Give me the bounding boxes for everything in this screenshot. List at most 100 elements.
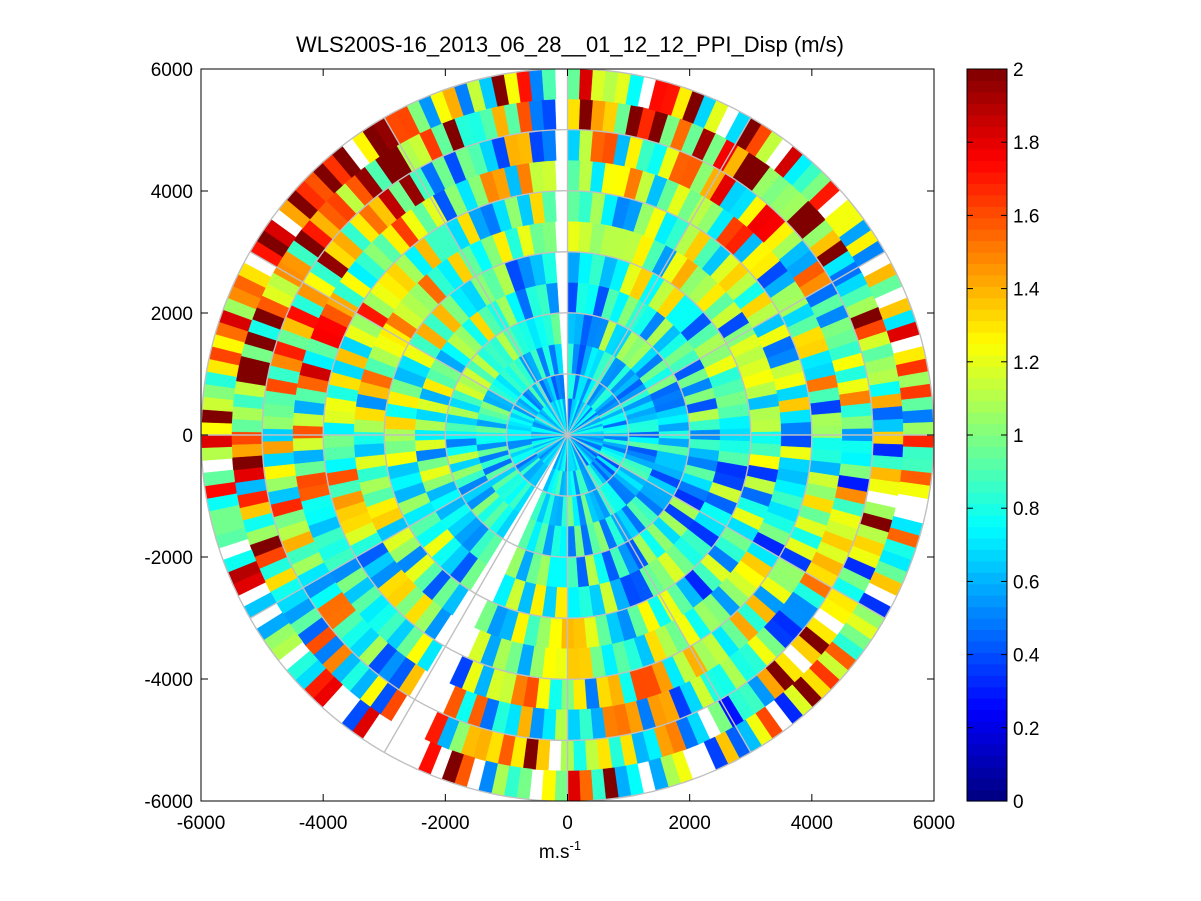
- colorbar-segment: [967, 240, 1007, 253]
- colorbar-segment: [967, 435, 1007, 448]
- colorbar-segment: [967, 686, 1007, 699]
- colorbar-segment: [967, 183, 1007, 196]
- colorbar-tick-label: 0.8: [1013, 499, 1039, 520]
- colorbar-segment: [967, 766, 1007, 779]
- ppi-cell: [567, 129, 581, 161]
- ppi-cell: [872, 431, 904, 446]
- ppi-cell: [554, 770, 568, 801]
- colorbar-segment: [967, 618, 1007, 631]
- colorbar-tick-label: 0.4: [1013, 646, 1040, 667]
- ppi-cell: [749, 418, 782, 433]
- colorbar-segment: [967, 778, 1007, 791]
- spoke-line: [249, 434, 568, 619]
- colorbar-segment: [967, 126, 1007, 139]
- ppi-cell: [541, 129, 557, 162]
- colorbar-tick-label: 0: [1013, 792, 1024, 813]
- colorbar-segment: [967, 652, 1007, 665]
- colorbar-segment: [967, 217, 1007, 230]
- colorbar-tick-label: 1.8: [1013, 133, 1039, 154]
- ppi-cell: [841, 415, 874, 430]
- colorbar-segment: [967, 526, 1007, 539]
- colorbar: 0 0.2 0.4 0.6 0.8 1 1.2 1.4 1.6 1.8 2: [966, 60, 1040, 813]
- x-axis: -6000 -4000 -2000 0 2000 4000 6000: [177, 69, 955, 834]
- colorbar-segment: [967, 320, 1007, 333]
- colorbar-segment: [967, 446, 1007, 459]
- ppi-cell: [572, 739, 587, 772]
- colorbar-segment: [967, 332, 1007, 345]
- ppi-cell: [201, 421, 233, 436]
- colorbar-segment: [967, 194, 1007, 207]
- x-axis-label: m.s-1: [539, 838, 581, 863]
- colorbar-segment: [967, 423, 1007, 436]
- colorbar-tick-label: 1.6: [1013, 206, 1039, 227]
- ppi-cell: [903, 421, 934, 436]
- colorbar-segment: [967, 629, 1007, 642]
- x-tick-label: -6000: [177, 813, 226, 834]
- ppi-cell: [902, 434, 934, 449]
- y-tick-label: -4000: [144, 670, 193, 691]
- ppi-cell: [810, 412, 843, 427]
- colorbar-segment: [967, 91, 1007, 104]
- ppi-cell: [841, 440, 874, 455]
- colorbar-tick-label: 1: [1013, 426, 1024, 447]
- colorbar-segment: [967, 503, 1007, 516]
- colorbar-segment: [967, 400, 1007, 413]
- ppi-cell: [750, 431, 782, 446]
- colorbar-segment: [967, 354, 1007, 367]
- y-tick-label: -2000: [144, 548, 193, 569]
- x-tick-label: 6000: [913, 813, 955, 834]
- x-tick-label: 2000: [669, 813, 711, 834]
- x-tick-label: 0: [562, 813, 573, 834]
- colorbar-segment: [967, 469, 1007, 482]
- colorbar-segment: [967, 743, 1007, 756]
- x-tick-label: -2000: [421, 813, 470, 834]
- colorbar-segment: [967, 492, 1007, 505]
- colorbar-segment: [967, 675, 1007, 688]
- ppi-cells: [201, 69, 934, 801]
- ppi-cell: [567, 159, 581, 192]
- y-tick-label: 6000: [151, 60, 193, 81]
- ppi-cell: [811, 425, 843, 439]
- colorbar-segment: [967, 480, 1007, 493]
- colorbar-segment: [967, 389, 1007, 402]
- ppi-cell: [871, 406, 904, 421]
- ppi-cell: [567, 69, 581, 100]
- colorbar-segment: [967, 572, 1007, 585]
- ppi-cell: [567, 770, 581, 801]
- ppi-cell: [572, 678, 587, 711]
- colorbar-segment: [967, 149, 1007, 162]
- x-tick-label: 4000: [791, 813, 833, 834]
- colorbar-segment: [967, 537, 1007, 550]
- colorbar-segment: [967, 789, 1007, 802]
- spoke-line: [566, 434, 752, 753]
- colorbar-segment: [967, 206, 1007, 219]
- colorbar-tick-label: 0.2: [1013, 719, 1039, 740]
- spoke-line: [566, 117, 752, 436]
- colorbar-segment: [967, 720, 1007, 733]
- ppi-cell: [541, 769, 557, 801]
- colorbar-tick-label: 1.4: [1013, 280, 1040, 301]
- ppi-cell: [566, 709, 581, 741]
- y-tick-label: 4000: [151, 182, 193, 203]
- colorbar-segment: [967, 263, 1007, 276]
- colorbar-segment: [967, 297, 1007, 310]
- y-tick-label: 0: [182, 426, 193, 447]
- ppi-cell: [353, 431, 385, 445]
- chart-title: WLS200S-16_2013_06_28__01_12_12_PPI_Disp…: [296, 32, 844, 57]
- colorbar-segment: [967, 171, 1007, 184]
- colorbar-segment: [967, 69, 1007, 82]
- x-tick-label: -4000: [299, 813, 348, 834]
- ppi-cell: [566, 648, 581, 680]
- colorbar-segment: [967, 412, 1007, 425]
- ppi-cell: [322, 421, 355, 436]
- colorbar-segment: [967, 309, 1007, 322]
- colorbar-segment: [967, 252, 1007, 265]
- colorbar-segment: [967, 755, 1007, 768]
- colorbar-segment: [967, 698, 1007, 711]
- colorbar-segment: [967, 274, 1007, 287]
- ppi-cell: [541, 99, 557, 131]
- ppi-cell: [292, 437, 324, 452]
- colorbar-segment: [967, 560, 1007, 573]
- colorbar-segment: [967, 103, 1007, 116]
